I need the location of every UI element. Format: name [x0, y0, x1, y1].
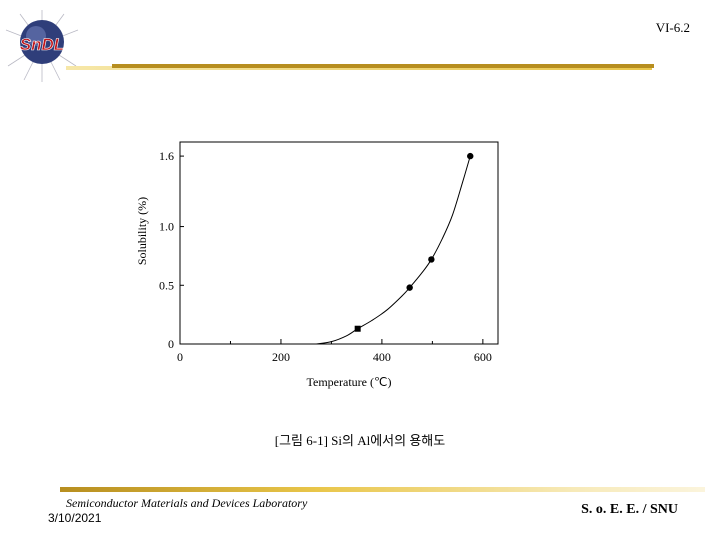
sndl-logo: SnDL	[5, 10, 79, 82]
y-axis-label: Solubility (%)	[135, 197, 149, 265]
header-bar-dark	[112, 64, 654, 68]
y-tick-label: 0.5	[159, 278, 174, 292]
slide-number: VI-6.2	[655, 20, 690, 35]
y-tick-label: 1.0	[159, 220, 174, 234]
x-axis-ticks: 0 200 400 600	[177, 339, 492, 364]
y-tick-label: 0	[168, 337, 174, 351]
data-point	[354, 325, 361, 332]
data-point	[406, 284, 413, 291]
data-point	[467, 152, 474, 160]
date: 3/10/2021	[48, 511, 102, 525]
y-tick-label: 1.6	[159, 149, 174, 163]
plot-frame	[179, 141, 499, 345]
lab-name: Semiconductor Materials and Devices Labo…	[66, 496, 308, 510]
footer-bar	[60, 487, 705, 492]
header-bar-light	[66, 66, 652, 70]
solubility-chart: 0 0.5 1.0 1.6 0 200 400 600 Temperature (℃) So…	[135, 141, 499, 389]
solubility-curve	[316, 155, 471, 345]
x-axis-label: Temperature (℃)	[307, 375, 392, 389]
x-tick-label: 200	[272, 350, 290, 364]
x-tick-label: 600	[474, 350, 492, 364]
x-tick-label: 0	[177, 350, 183, 364]
figure-caption: [그림 6-1] Si의 Al에서의 용해도	[274, 433, 446, 448]
logo-text: SnDL	[20, 35, 64, 54]
data-point	[428, 256, 435, 263]
university-name: S. o. E. E. / SNU	[581, 502, 678, 517]
x-tick-label: 400	[373, 350, 391, 364]
data-points	[354, 152, 474, 332]
